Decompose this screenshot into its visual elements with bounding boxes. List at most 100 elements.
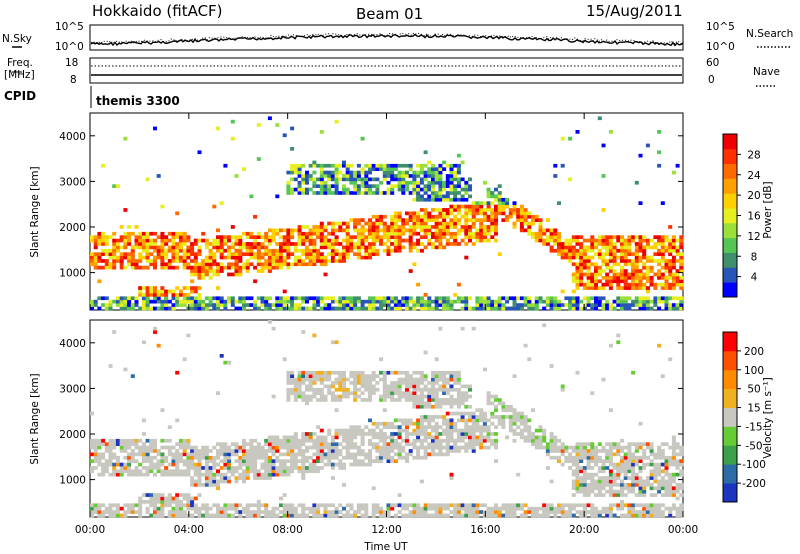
data-cell: [356, 252, 361, 256]
data-cell: [534, 506, 539, 511]
data-cell: [408, 432, 413, 436]
data-cell: [634, 245, 639, 250]
data-cell: [264, 306, 269, 311]
data-cell: [364, 238, 369, 243]
data-cell: [405, 211, 410, 216]
data-cell: [590, 466, 595, 470]
data-cell: [419, 418, 424, 423]
data-cell: [660, 252, 665, 256]
data-cell: [653, 486, 658, 491]
data-cell: [564, 449, 569, 453]
data-cell: [620, 459, 625, 463]
data-cell: [290, 126, 295, 131]
data-cell: [571, 303, 576, 307]
data-cell: [405, 432, 410, 436]
data-cell: [134, 299, 139, 304]
data-cell: [323, 384, 328, 389]
data-cell: [627, 276, 632, 280]
data-cell: [230, 452, 235, 457]
data-cell: [393, 384, 398, 389]
data-cell: [353, 235, 358, 239]
data-cell: [123, 462, 128, 467]
data-cell: [449, 174, 454, 178]
data-cell: [375, 387, 380, 392]
data-cell: [545, 506, 550, 511]
data-cell: [649, 276, 654, 280]
data-cell: [397, 306, 402, 311]
data-cell: [601, 506, 606, 511]
data-cell: [527, 306, 532, 311]
data-cell: [494, 445, 499, 450]
data-cell: [334, 449, 339, 453]
data-cell: [456, 231, 461, 236]
data-cell: [242, 445, 247, 450]
data-cell: [390, 435, 395, 440]
data-cell: [664, 259, 669, 263]
data-cell: [516, 214, 521, 219]
data-cell: [301, 306, 306, 311]
data-cell: [349, 218, 354, 222]
data-cell: [675, 303, 680, 307]
data-cell: [586, 272, 591, 277]
data-cell: [249, 296, 254, 301]
data-cell: [653, 245, 658, 250]
data-cell: [419, 479, 424, 484]
data-cell: [149, 455, 154, 460]
data-cell: [564, 510, 569, 514]
data-cell: [164, 238, 169, 243]
data-cell: [631, 279, 636, 284]
data-cell: [371, 245, 376, 250]
data-cell: [464, 242, 469, 246]
data-cell: [390, 506, 395, 511]
data-cell: [371, 374, 376, 378]
data-cell: [538, 513, 543, 518]
data-cell: [360, 245, 365, 250]
data-cell: [279, 510, 284, 514]
data-cell: [319, 235, 324, 239]
data-cell: [360, 299, 365, 304]
data-cell: [290, 442, 295, 446]
data-cell: [597, 442, 602, 446]
data-cell: [679, 469, 684, 474]
data-cell: [616, 276, 621, 280]
data-cell: [204, 245, 209, 250]
colorbar-tick-label: 15: [747, 403, 760, 415]
data-cell: [282, 442, 287, 446]
data-cell: [216, 228, 221, 233]
data-cell: [245, 242, 250, 246]
data-cell: [456, 381, 461, 385]
data-cell: [649, 265, 654, 270]
data-cell: [127, 503, 132, 508]
data-cell: [323, 303, 328, 307]
data-cell: [382, 374, 387, 378]
data-cell: [119, 262, 124, 267]
data-cell: [445, 398, 450, 402]
data-cell: [290, 170, 295, 175]
data-cell: [645, 286, 650, 290]
data-cell: [660, 486, 665, 491]
data-cell: [364, 180, 369, 185]
data-cell: [145, 303, 150, 307]
data-cell: [301, 503, 306, 508]
data-cell: [631, 259, 636, 263]
data-cell: [305, 262, 310, 267]
data-cell: [419, 432, 424, 436]
data-cell: [368, 455, 373, 460]
data-cell: [586, 452, 591, 457]
data-cell: [471, 428, 476, 433]
data-cell: [219, 255, 224, 260]
data-cell: [612, 269, 617, 273]
data-cell: [178, 459, 183, 463]
data-cell: [316, 442, 321, 446]
data-cell: [542, 242, 547, 246]
data-cell: [475, 503, 480, 508]
data-cell: [379, 510, 384, 514]
data-cell: [456, 394, 461, 399]
data-cell: [460, 391, 465, 395]
data-cell: [571, 469, 576, 474]
data-cell: [553, 235, 558, 239]
data-cell: [256, 455, 261, 460]
data-cell: [579, 252, 584, 256]
data-cell: [160, 245, 165, 250]
data-cell: [475, 415, 480, 419]
